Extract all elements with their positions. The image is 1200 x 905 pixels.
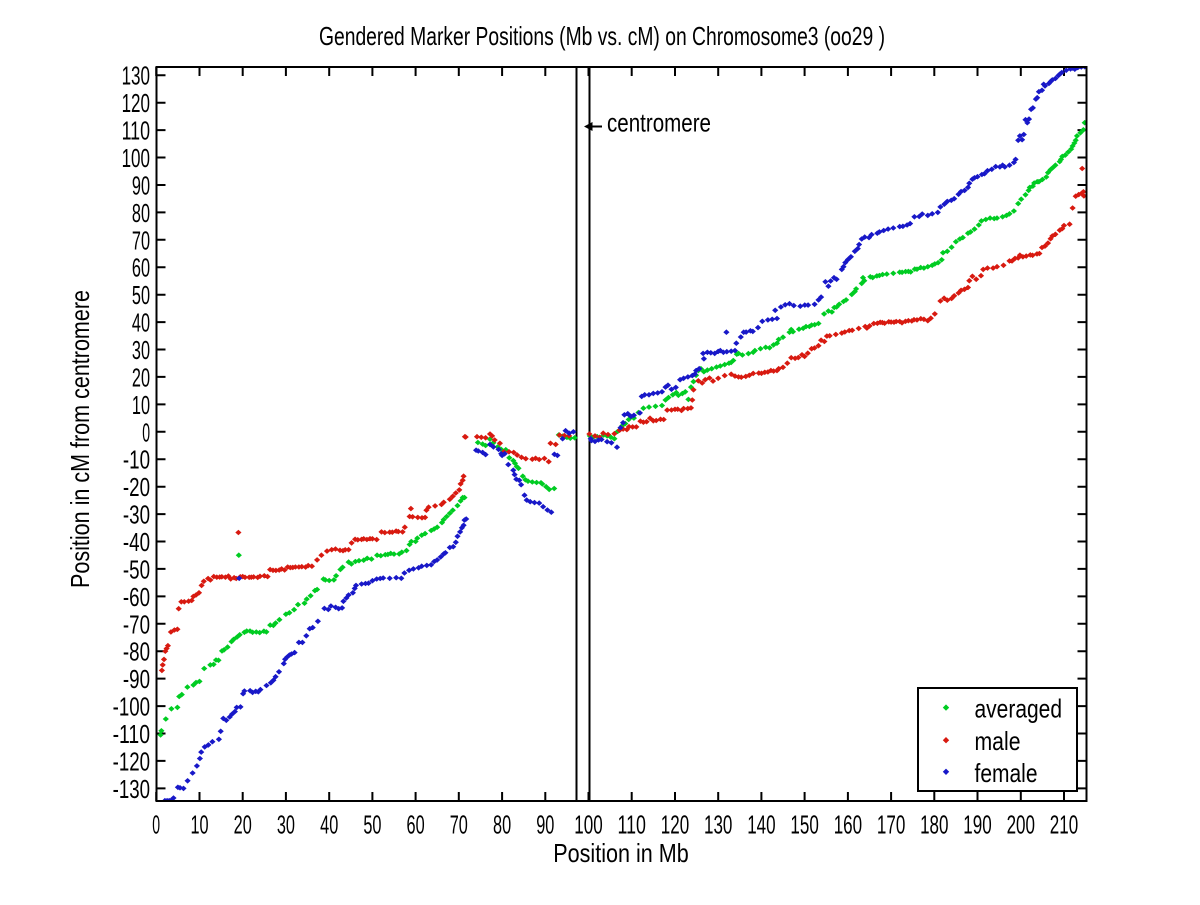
svg-text:60: 60 xyxy=(407,810,425,840)
svg-text:50: 50 xyxy=(132,280,150,310)
svg-text:100: 100 xyxy=(574,810,602,840)
svg-text:140: 140 xyxy=(747,810,775,840)
svg-text:40: 40 xyxy=(132,308,150,338)
svg-text:80: 80 xyxy=(493,810,511,840)
svg-text:Gendered Marker Positions (Mb: Gendered Marker Positions (Mb vs. cM) on… xyxy=(319,21,885,51)
svg-text:130: 130 xyxy=(122,61,150,91)
svg-text:90: 90 xyxy=(536,810,554,840)
svg-text:170: 170 xyxy=(877,810,905,840)
svg-text:110: 110 xyxy=(618,810,646,840)
svg-text:-40: -40 xyxy=(123,527,150,557)
svg-text:Position in Mb: Position in Mb xyxy=(553,838,689,868)
svg-text:0: 0 xyxy=(152,810,160,840)
svg-text:70: 70 xyxy=(132,225,150,255)
svg-text:130: 130 xyxy=(704,810,732,840)
svg-text:-80: -80 xyxy=(123,637,150,667)
svg-text:190: 190 xyxy=(963,810,991,840)
svg-text:male: male xyxy=(975,726,1021,756)
svg-text:20: 20 xyxy=(132,362,150,392)
svg-text:90: 90 xyxy=(132,171,150,201)
svg-text:100: 100 xyxy=(122,143,150,173)
svg-text:180: 180 xyxy=(920,810,948,840)
svg-text:200: 200 xyxy=(1007,810,1035,840)
svg-text:210: 210 xyxy=(1050,810,1078,840)
svg-text:-50: -50 xyxy=(123,554,150,584)
svg-text:-90: -90 xyxy=(123,664,150,694)
svg-text:-60: -60 xyxy=(123,582,150,612)
svg-text:40: 40 xyxy=(320,810,338,840)
svg-text:60: 60 xyxy=(132,253,150,283)
svg-text:80: 80 xyxy=(132,198,150,228)
svg-text:-100: -100 xyxy=(113,692,150,722)
svg-text:-120: -120 xyxy=(113,746,150,776)
svg-text:120: 120 xyxy=(122,88,150,118)
svg-text:110: 110 xyxy=(122,116,150,146)
svg-text:70: 70 xyxy=(450,810,468,840)
svg-text:female: female xyxy=(975,758,1038,788)
svg-text:0: 0 xyxy=(142,417,150,447)
svg-text:10: 10 xyxy=(132,390,150,420)
svg-text:30: 30 xyxy=(277,810,295,840)
svg-text:-130: -130 xyxy=(113,774,150,804)
svg-text:-20: -20 xyxy=(123,472,150,502)
svg-text:centromere: centromere xyxy=(607,108,711,138)
svg-text:10: 10 xyxy=(190,810,208,840)
svg-text:-110: -110 xyxy=(113,719,150,749)
svg-text:150: 150 xyxy=(790,810,818,840)
svg-text:120: 120 xyxy=(661,810,689,840)
svg-text:20: 20 xyxy=(234,810,252,840)
svg-text:-10: -10 xyxy=(123,445,150,475)
svg-text:Position in cM from centromere: Position in cM from centromere xyxy=(65,290,95,588)
svg-text:-30: -30 xyxy=(123,500,150,530)
svg-text:160: 160 xyxy=(834,810,862,840)
svg-text:averaged: averaged xyxy=(975,694,1063,724)
svg-text:50: 50 xyxy=(363,810,381,840)
svg-text:-70: -70 xyxy=(123,609,150,639)
svg-text:30: 30 xyxy=(132,335,150,365)
